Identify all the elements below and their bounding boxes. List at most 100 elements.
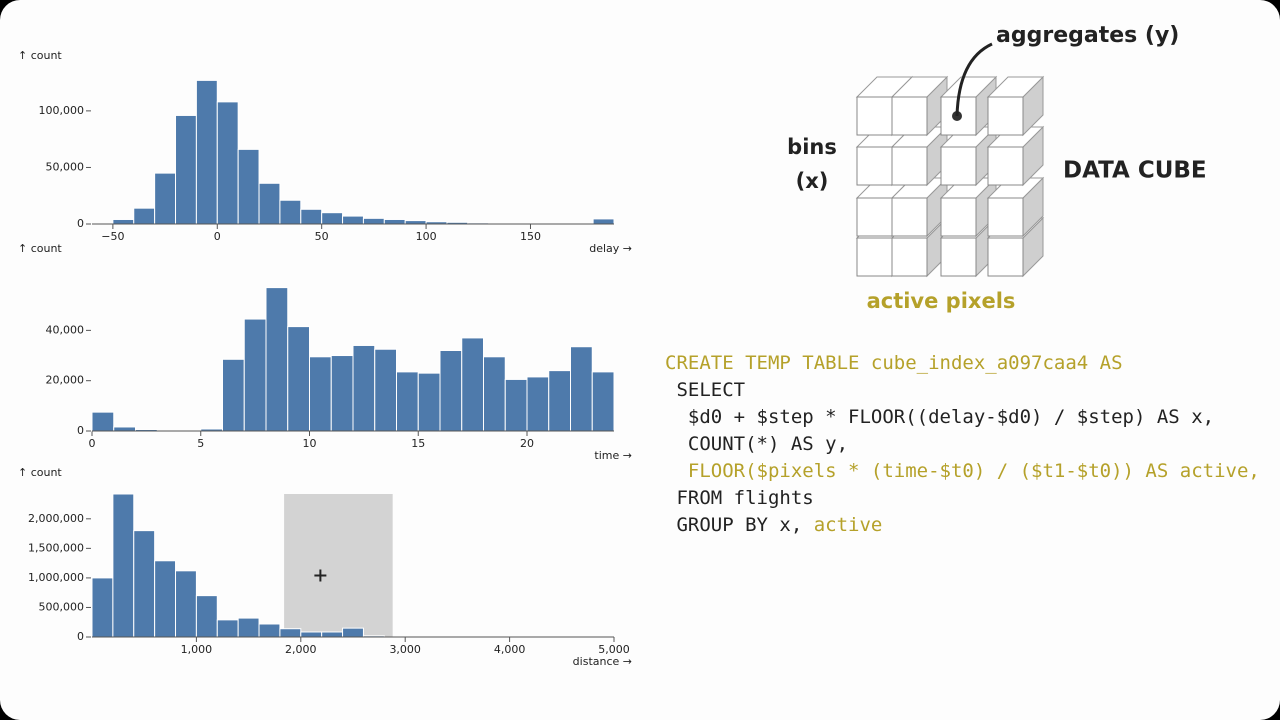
bar (483, 356, 506, 432)
y-tick-label: 1,000,000 (28, 571, 84, 584)
x-axis-label: delay → (589, 242, 632, 255)
x-axis-label: time → (594, 449, 632, 462)
cube-front (856, 197, 893, 237)
cube-front (856, 237, 893, 277)
bar (309, 356, 332, 432)
code-segment: COUNT(*) AS y, (687, 433, 849, 455)
bar (321, 212, 344, 225)
code-segment: FROM flights (676, 487, 814, 509)
bar (300, 208, 323, 225)
x-tick-label: 10 (303, 437, 317, 450)
x-tick-label: 5,000 (598, 643, 630, 656)
x-tick-label: 4,000 (494, 643, 526, 656)
bar (175, 114, 197, 225)
bar (222, 358, 245, 432)
bar (526, 376, 550, 432)
x-tick-label: 0 (214, 230, 221, 243)
bar (591, 371, 615, 432)
bar (548, 370, 571, 432)
pixels-label: active pixels (867, 289, 1016, 313)
bar (113, 426, 136, 432)
selection-brush (284, 494, 393, 637)
bar (504, 378, 528, 432)
y-tick-label: 100,000 (39, 104, 85, 117)
bar (461, 337, 484, 432)
cube-front (940, 237, 977, 277)
cube-front (891, 146, 928, 186)
bar (592, 218, 615, 225)
bar (258, 182, 281, 225)
cube-front (987, 197, 1024, 237)
x-axis-label: distance → (573, 655, 632, 668)
cube-front (940, 197, 977, 237)
bar (154, 172, 177, 225)
bar (133, 530, 156, 638)
x-tick-label: 0 (89, 437, 96, 450)
bar (362, 217, 385, 225)
x-tick-label: 2,000 (285, 643, 317, 656)
bar (243, 318, 267, 432)
y-tick-label: 0 (77, 630, 84, 643)
bar (570, 346, 593, 432)
cube-front (891, 96, 928, 136)
bar (91, 577, 114, 638)
bar (195, 595, 218, 638)
sql-code: CREATE TEMP TABLE cube_index_a097caa4 AS… (665, 350, 1260, 539)
bar (112, 218, 135, 225)
x-tick-label: 150 (520, 230, 541, 243)
y-tick-label: 0 (77, 424, 84, 437)
bar (112, 493, 135, 638)
bins-label: bins (787, 135, 837, 159)
code-segment: SELECT (676, 379, 746, 401)
bar (342, 215, 364, 225)
x-tick-label: 5 (197, 437, 204, 450)
cube-front (891, 197, 928, 237)
code-line: $d0 + $step * FLOOR((delay-$d0) / $step)… (665, 404, 1260, 431)
x-tick-label: 20 (520, 437, 534, 450)
bar (287, 326, 310, 432)
bar (383, 218, 406, 225)
y-tick-label: 40,000 (46, 323, 85, 336)
bar (417, 372, 441, 432)
bar (216, 619, 239, 638)
bar (265, 287, 289, 432)
x-tick-label: −50 (101, 230, 124, 243)
y-axis-label: ↑ count (18, 49, 62, 62)
code-line: FLOOR($pixels * (time-$t0) / ($t1-$t0)) … (665, 458, 1260, 485)
x-tick-label: 50 (315, 230, 329, 243)
code-line: CREATE TEMP TABLE cube_index_a097caa4 AS (665, 350, 1260, 377)
cube-front (856, 146, 893, 186)
y-tick-label: 50,000 (46, 160, 85, 173)
bar (279, 628, 302, 638)
data-cube (855, 75, 1045, 278)
code-line: FROM flights (665, 485, 1260, 512)
code-segment: CREATE TEMP TABLE cube_index_a097caa4 AS (665, 352, 1123, 374)
bar (154, 560, 177, 638)
x-tick-label: 15 (411, 437, 425, 450)
cube-front (987, 237, 1024, 277)
bins-axis: (x) (796, 169, 829, 193)
bar (330, 355, 354, 432)
bar (439, 350, 463, 432)
bar (216, 101, 239, 225)
code-segment: FLOOR($pixels * (time-$t0) / ($t1-$t0)) … (687, 460, 1260, 482)
y-tick-label: 0 (77, 217, 84, 230)
cube-front (987, 96, 1024, 136)
bar (91, 411, 115, 432)
cube-front (987, 146, 1024, 186)
y-axis-label: ↑ count (18, 242, 62, 255)
aggregate-pointer (955, 42, 993, 117)
y-tick-label: 2,000,000 (28, 512, 84, 525)
bar (258, 623, 281, 638)
x-tick-label: 1,000 (181, 643, 213, 656)
bar (404, 220, 427, 225)
move-cursor (314, 569, 327, 582)
code-segment: active (813, 514, 883, 536)
cube-front (891, 237, 928, 277)
bar (352, 344, 376, 432)
code-line: GROUP BY x, active (665, 512, 1260, 539)
bar (237, 617, 260, 638)
code-line: COUNT(*) AS y, (665, 431, 1260, 458)
bar (175, 570, 197, 638)
